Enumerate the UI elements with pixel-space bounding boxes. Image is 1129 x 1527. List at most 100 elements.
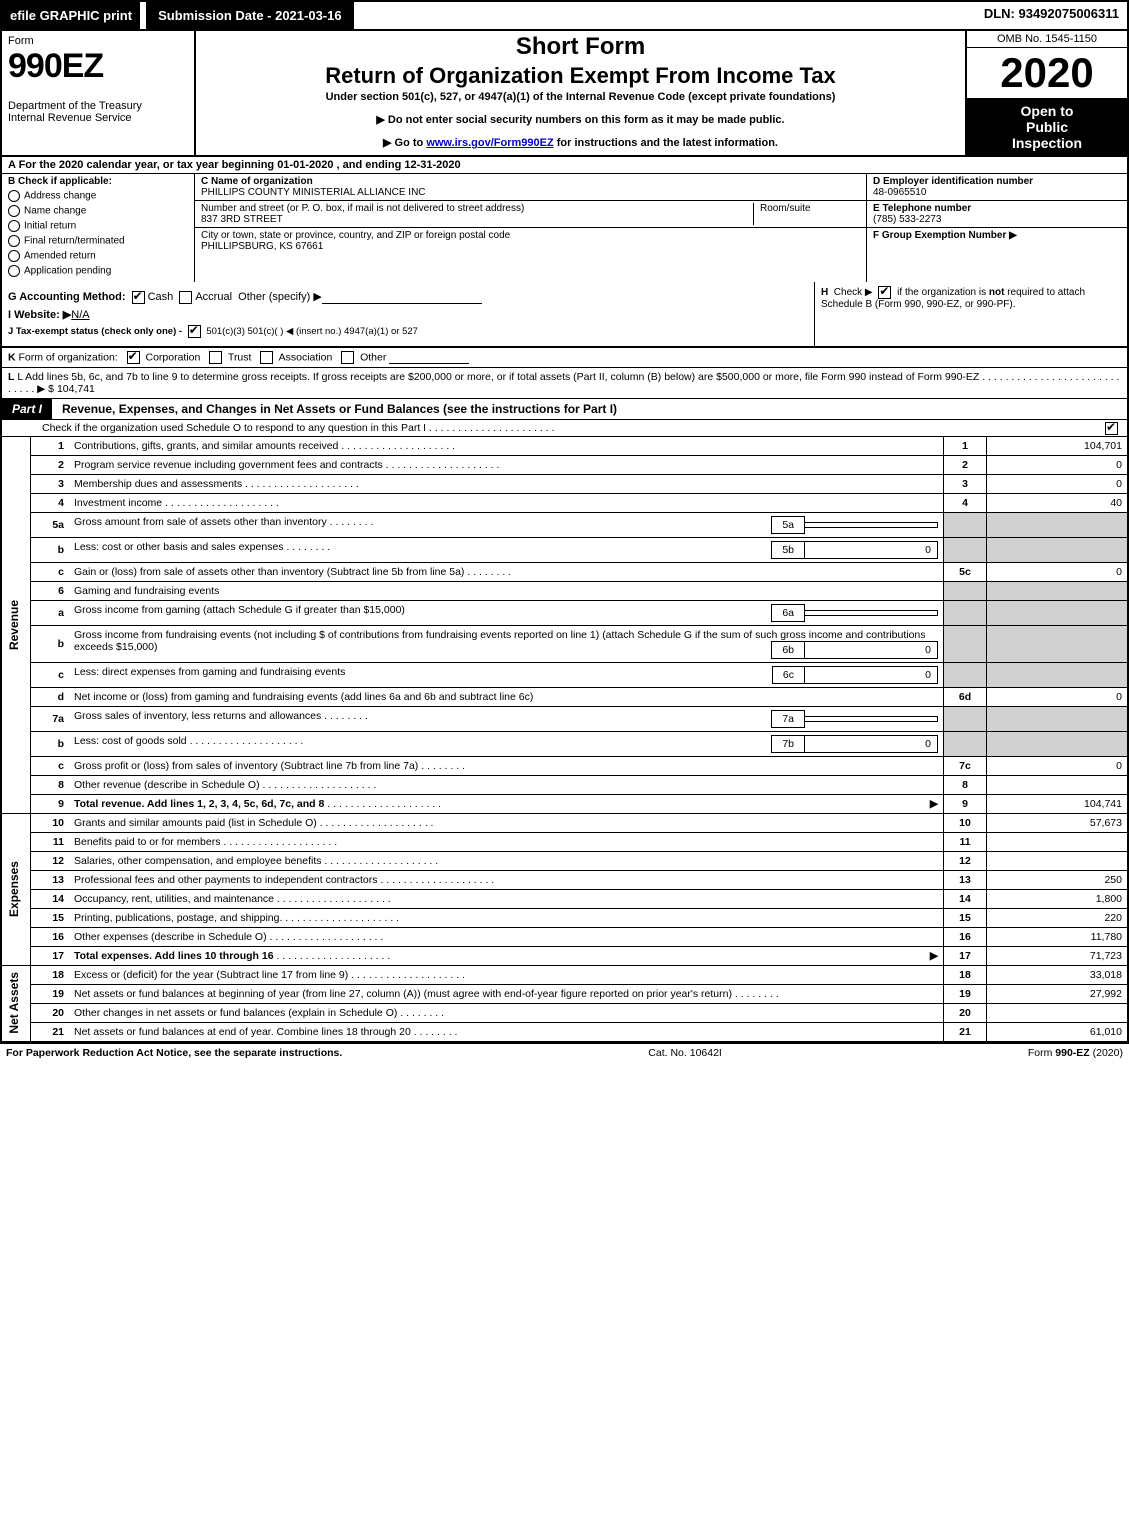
line-8-value xyxy=(987,775,1129,794)
line-12-value xyxy=(987,851,1129,870)
line-18-desc: Excess or (deficit) for the year (Subtra… xyxy=(69,965,944,984)
line-7b-desc: Less: cost of goods sold 7b0 xyxy=(69,731,944,756)
chk-accrual[interactable] xyxy=(179,291,192,304)
chk-address-change[interactable]: Address change xyxy=(8,190,188,202)
org-city: PHILLIPSBURG, KS 67661 xyxy=(201,241,323,252)
side-net-assets: Net Assets xyxy=(7,972,21,1034)
chk-application-pending[interactable]: Application pending xyxy=(8,265,188,277)
header-left: Form 990EZ Department of the Treasury In… xyxy=(2,31,196,155)
col-b-header: B Check if applicable: xyxy=(8,176,188,187)
line-21-value: 61,010 xyxy=(987,1022,1129,1041)
dln-label: DLN: 93492075006311 xyxy=(976,2,1127,29)
footer-form-ref: Form 990-EZ (2020) xyxy=(1028,1047,1123,1059)
footer-cat-no: Cat. No. 10642I xyxy=(648,1047,722,1059)
insp-line2: Public xyxy=(969,119,1125,135)
line-g-accounting: G Accounting Method: Cash Accrual Other … xyxy=(8,290,808,304)
part-1-subtitle: Check if the organization used Schedule … xyxy=(0,420,1129,437)
line-5a-desc: Gross amount from sale of assets other t… xyxy=(69,512,944,537)
line-13-value: 250 xyxy=(987,870,1129,889)
goto-post: for instructions and the latest informat… xyxy=(554,137,778,149)
dept-treasury: Department of the Treasury xyxy=(8,100,188,112)
line-6d-desc: Net income or (loss) from gaming and fun… xyxy=(69,687,944,706)
line-12-desc: Salaries, other compensation, and employ… xyxy=(69,851,944,870)
row-k-form-of-org: K Form of organization: Corporation Trus… xyxy=(0,348,1129,368)
row-ghij: G Accounting Method: Cash Accrual Other … xyxy=(0,282,1129,348)
form-header: Form 990EZ Department of the Treasury In… xyxy=(0,29,1129,157)
org-name: PHILLIPS COUNTY MINISTERIAL ALLIANCE INC xyxy=(201,187,426,198)
line-5b-desc: Less: cost or other basis and sales expe… xyxy=(69,537,944,562)
title-main: Return of Organization Exempt From Incom… xyxy=(204,63,957,89)
line-10-value: 57,673 xyxy=(987,813,1129,832)
line-h-schedule-b: H Check ▶ if the organization is not req… xyxy=(814,282,1127,346)
side-expenses: Expenses xyxy=(7,861,21,917)
insp-line1: Open to xyxy=(969,103,1125,119)
line-3-desc: Membership dues and assessments xyxy=(69,474,944,493)
column-c-org-info: C Name of organization PHILLIPS COUNTY M… xyxy=(195,174,866,282)
line-8-desc: Other revenue (describe in Schedule O) xyxy=(69,775,944,794)
row-l-value: 104,741 xyxy=(57,383,95,395)
line-5c-value: 0 xyxy=(987,562,1129,581)
tax-year: 2020 xyxy=(967,48,1127,99)
submission-date-badge: Submission Date - 2021-03-16 xyxy=(146,2,354,29)
line-11-desc: Benefits paid to or for members xyxy=(69,832,944,851)
ssn-warning: ▶ Do not enter social security numbers o… xyxy=(204,113,957,126)
line-6d-value: 0 xyxy=(987,687,1129,706)
chk-initial-return[interactable]: Initial return xyxy=(8,220,188,232)
line-7c-desc: Gross profit or (loss) from sales of inv… xyxy=(69,756,944,775)
org-street: 837 3RD STREET xyxy=(201,214,283,225)
part-1-label: Part I xyxy=(2,399,52,419)
column-b-checkboxes: B Check if applicable: Address change Na… xyxy=(2,174,195,282)
block-identity: B Check if applicable: Address change Na… xyxy=(0,174,1129,282)
chk-other[interactable] xyxy=(341,351,354,364)
chk-501c3[interactable] xyxy=(188,325,201,338)
chk-corporation[interactable] xyxy=(127,351,140,364)
line-15-desc: Printing, publications, postage, and shi… xyxy=(69,908,944,927)
part-1-header: Part I Revenue, Expenses, and Changes in… xyxy=(0,399,1129,420)
row-l-text: L Add lines 5b, 6c, and 7b to line 9 to … xyxy=(8,371,1119,395)
chk-name-change[interactable]: Name change xyxy=(8,205,188,217)
line-15-value: 220 xyxy=(987,908,1129,927)
footer-left: For Paperwork Reduction Act Notice, see … xyxy=(6,1047,342,1059)
line-4-desc: Investment income xyxy=(69,493,944,512)
line-9-desc: Total revenue. Add lines 1, 2, 3, 4, 5c,… xyxy=(69,794,944,813)
line-14-value: 1,800 xyxy=(987,889,1129,908)
line-6a-desc: Gross income from gaming (attach Schedul… xyxy=(69,600,944,625)
e-telephone-label: E Telephone number xyxy=(873,203,971,214)
c-name-label: C Name of organization xyxy=(201,176,313,187)
room-suite-label: Room/suite xyxy=(753,203,860,225)
chk-cash[interactable] xyxy=(132,291,145,304)
line-3-value: 0 xyxy=(987,474,1129,493)
open-to-public-inspection: Open to Public Inspection xyxy=(967,99,1127,155)
part-1-title: Revenue, Expenses, and Changes in Net As… xyxy=(52,402,617,416)
chk-trust[interactable] xyxy=(209,351,222,364)
c-city-label: City or town, state or province, country… xyxy=(201,230,510,241)
line-11-value xyxy=(987,832,1129,851)
title-under: Under section 501(c), 527, or 4947(a)(1)… xyxy=(204,91,957,103)
insp-line3: Inspection xyxy=(969,135,1125,151)
line-20-desc: Other changes in net assets or fund bala… xyxy=(69,1003,944,1022)
line-17-desc: Total expenses. Add lines 10 through 16 … xyxy=(69,946,944,965)
chk-final-return[interactable]: Final return/terminated xyxy=(8,235,188,247)
line-10-desc: Grants and similar amounts paid (list in… xyxy=(69,813,944,832)
dept-irs: Internal Revenue Service xyxy=(8,112,188,124)
efile-print-button[interactable]: efile GRAPHIC print xyxy=(2,2,140,29)
header-center: Short Form Return of Organization Exempt… xyxy=(196,31,965,155)
line-19-desc: Net assets or fund balances at beginning… xyxy=(69,984,944,1003)
line-17-value: 71,723 xyxy=(987,946,1129,965)
chk-association[interactable] xyxy=(260,351,273,364)
irs-link[interactable]: www.irs.gov/Form990EZ xyxy=(426,137,553,149)
page-footer: For Paperwork Reduction Act Notice, see … xyxy=(0,1042,1129,1062)
website-value: N/A xyxy=(71,309,89,321)
line-21-desc: Net assets or fund balances at end of ye… xyxy=(69,1022,944,1041)
chk-amended-return[interactable]: Amended return xyxy=(8,250,188,262)
chk-schedule-b[interactable] xyxy=(878,286,891,299)
spacer xyxy=(354,2,976,29)
line-1-value: 104,701 xyxy=(987,437,1129,456)
c-street-label: Number and street (or P. O. box, if mail… xyxy=(201,203,524,214)
line-6-desc: Gaming and fundraising events xyxy=(69,581,944,600)
line-2-desc: Program service revenue including govern… xyxy=(69,455,944,474)
line-4-value: 40 xyxy=(987,493,1129,512)
chk-schedule-o-used[interactable] xyxy=(1105,422,1118,435)
form-number: 990EZ xyxy=(8,47,188,86)
line-9-value: 104,741 xyxy=(987,794,1129,813)
